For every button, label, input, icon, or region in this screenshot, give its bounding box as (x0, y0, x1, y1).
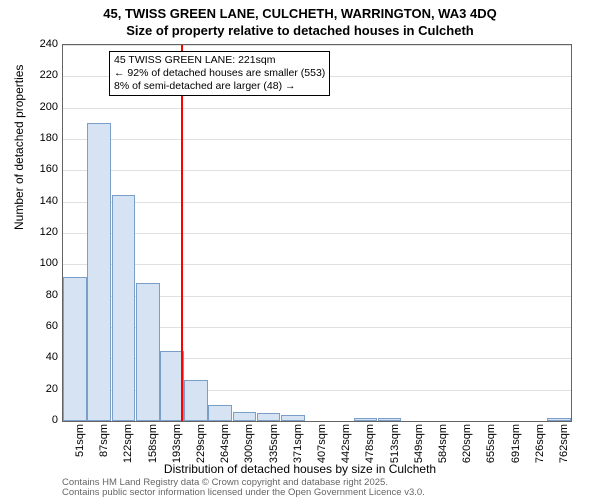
y-tick-label: 80 (18, 289, 58, 301)
x-tick-label: 335sqm (268, 424, 280, 464)
gridline (63, 170, 571, 171)
footer-attribution: Contains HM Land Registry data © Crown c… (62, 478, 425, 499)
y-tick-label: 0 (18, 414, 58, 426)
annotation-line1: 45 TWISS GREEN LANE: 221sqm (114, 54, 325, 67)
y-tick-label: 140 (18, 195, 58, 207)
chart-title-line2: Size of property relative to detached ho… (0, 23, 600, 38)
gridline (63, 139, 571, 140)
x-tick-label: 620sqm (461, 424, 473, 464)
annotation-line2: ← 92% of detached houses are smaller (55… (114, 67, 325, 80)
histogram-bar (354, 418, 378, 421)
y-tick-label: 40 (18, 351, 58, 363)
x-axis-label: Distribution of detached houses by size … (0, 462, 600, 476)
histogram-bar (87, 123, 111, 421)
histogram-bar (378, 418, 402, 421)
histogram-bar (257, 413, 281, 421)
chart-title-line1: 45, TWISS GREEN LANE, CULCHETH, WARRINGT… (0, 0, 600, 23)
x-tick-label: 158sqm (147, 424, 159, 464)
y-tick-label: 160 (18, 163, 58, 175)
histogram-bar (208, 405, 232, 421)
x-tick-label: 549sqm (413, 424, 425, 464)
histogram-bar (112, 195, 136, 421)
gridline (63, 202, 571, 203)
y-tick-label: 180 (18, 132, 58, 144)
x-tick-label: 300sqm (243, 424, 255, 464)
x-tick-label: 229sqm (195, 424, 207, 464)
x-tick-label: 122sqm (122, 424, 134, 464)
y-tick-label: 120 (18, 226, 58, 238)
x-tick-label: 584sqm (437, 424, 449, 464)
x-tick-label: 691sqm (510, 424, 522, 464)
y-tick-label: 240 (18, 38, 58, 50)
x-tick-label: 442sqm (340, 424, 352, 464)
plot-area: 45 TWISS GREEN LANE: 221sqm← 92% of deta… (62, 44, 572, 422)
histogram-bar (281, 415, 305, 421)
x-tick-label: 371sqm (292, 424, 304, 464)
annotation-box: 45 TWISS GREEN LANE: 221sqm← 92% of deta… (109, 51, 330, 96)
histogram-bar (160, 351, 184, 422)
x-tick-label: 726sqm (534, 424, 546, 464)
gridline (63, 233, 571, 234)
gridline (63, 45, 571, 46)
x-tick-label: 655sqm (485, 424, 497, 464)
x-tick-label: 87sqm (98, 424, 110, 464)
y-tick-label: 220 (18, 69, 58, 81)
y-tick-label: 60 (18, 320, 58, 332)
x-tick-label: 513sqm (389, 424, 401, 464)
y-tick-label: 20 (18, 383, 58, 395)
x-tick-label: 407sqm (316, 424, 328, 464)
y-tick-label: 200 (18, 101, 58, 113)
x-tick-label: 264sqm (219, 424, 231, 464)
gridline (63, 108, 571, 109)
histogram-bar (63, 277, 87, 421)
gridline (63, 264, 571, 265)
histogram-bar (136, 283, 160, 421)
annotation-line3: 8% of semi-detached are larger (48) → (114, 80, 325, 93)
x-tick-label: 762sqm (558, 424, 570, 464)
histogram-bar (233, 412, 257, 421)
histogram-bar (184, 380, 208, 421)
footer-line2: Contains public sector information licen… (62, 488, 425, 498)
y-tick-label: 100 (18, 257, 58, 269)
reference-line (181, 45, 183, 421)
histogram-bar (547, 418, 571, 421)
x-tick-label: 478sqm (364, 424, 376, 464)
x-tick-label: 51sqm (74, 424, 86, 464)
x-tick-label: 193sqm (171, 424, 183, 464)
